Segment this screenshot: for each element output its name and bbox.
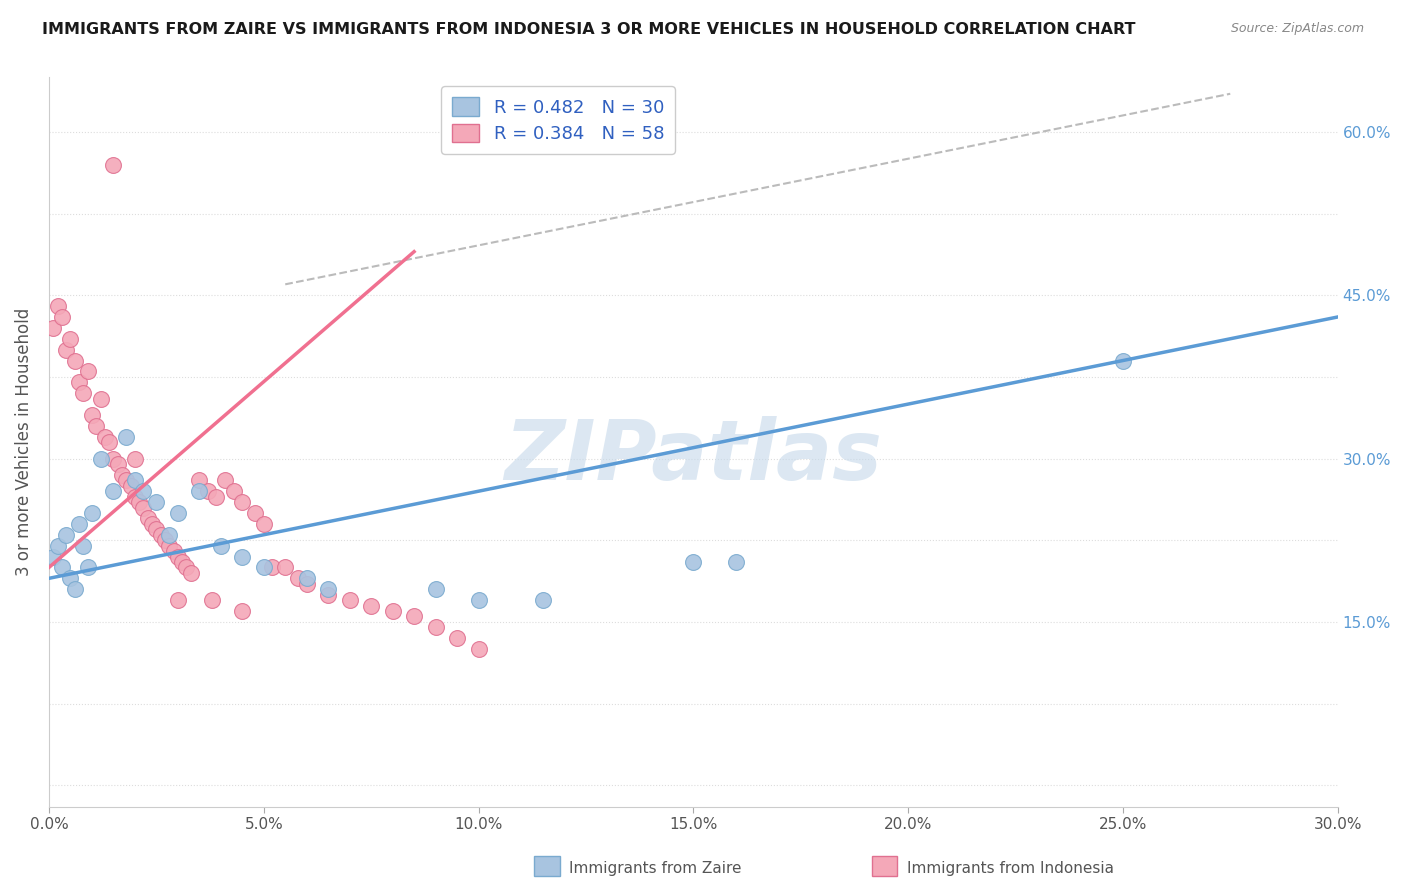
Point [404,609,426,624]
Point [89,392,111,406]
Point [162,544,184,558]
Point [103,157,125,171]
Point [76,364,98,378]
Point [94,430,117,444]
Point [446,631,468,645]
Y-axis label: 3 or more Vehicles in Household: 3 or more Vehicles in Household [15,308,32,576]
Point [360,599,382,613]
Point [172,555,194,569]
Point [59,332,82,346]
Point [80,408,103,422]
Point [46,299,69,313]
Point [197,484,219,499]
Point [1112,353,1135,368]
Point [128,495,150,509]
Text: IMMIGRANTS FROM ZAIRE VS IMMIGRANTS FROM INDONESIA 3 OR MORE VEHICLES IN HOUSEHO: IMMIGRANTS FROM ZAIRE VS IMMIGRANTS FROM… [42,22,1136,37]
Point [467,593,489,607]
Point [80,506,103,520]
Legend: R = 0.482   N = 30, R = 0.384   N = 58: R = 0.482 N = 30, R = 0.384 N = 58 [441,87,675,154]
Point [176,560,198,574]
Point [145,522,167,536]
Point [46,539,69,553]
Point [51,310,73,324]
Point [72,386,94,401]
Point [67,516,90,531]
Text: Immigrants from Indonesia: Immigrants from Indonesia [907,861,1114,876]
Point [205,490,228,504]
Point [124,473,146,487]
Point [145,495,167,509]
Point [209,539,232,553]
Point [231,549,253,564]
Point [166,549,188,564]
Point [316,588,339,602]
Point [115,473,138,487]
Point [67,376,90,390]
Point [231,604,253,618]
Point [381,604,404,618]
Text: Immigrants from Zaire: Immigrants from Zaire [569,861,742,876]
Point [55,528,77,542]
Point [157,528,180,542]
Point [253,560,276,574]
Point [149,528,172,542]
Point [201,593,224,607]
Point [222,484,245,499]
Point [262,560,284,574]
Point [98,435,121,450]
Point [72,539,94,553]
Point [42,549,65,564]
Point [55,343,77,357]
Point [115,430,138,444]
Point [136,511,159,525]
Point [188,484,211,499]
Point [166,593,188,607]
Point [295,571,318,585]
Point [253,516,276,531]
Point [132,500,155,515]
Text: ZIPatlas: ZIPatlas [505,417,882,498]
Point [467,642,489,657]
Point [141,516,163,531]
Point [107,457,129,471]
Point [231,495,253,509]
Point [153,533,176,548]
Point [132,484,155,499]
Point [157,539,180,553]
Point [425,582,447,597]
Point [76,560,98,574]
Point [42,321,65,335]
Point [180,566,202,580]
Point [120,479,142,493]
Point [84,418,107,433]
Point [682,555,704,569]
Point [339,593,361,607]
Point [243,506,266,520]
Point [124,451,146,466]
Point [63,353,86,368]
Point [89,451,111,466]
Point [295,576,318,591]
Text: Source: ZipAtlas.com: Source: ZipAtlas.com [1230,22,1364,36]
Point [124,490,146,504]
Point [214,473,236,487]
Point [316,582,339,597]
Point [103,484,125,499]
Point [111,467,134,482]
Point [274,560,297,574]
Point [425,620,447,634]
Point [531,593,554,607]
Point [725,555,748,569]
Point [63,582,86,597]
Point [51,560,73,574]
Point [166,506,188,520]
Point [287,571,309,585]
Point [59,571,82,585]
Point [188,473,211,487]
Point [103,451,125,466]
